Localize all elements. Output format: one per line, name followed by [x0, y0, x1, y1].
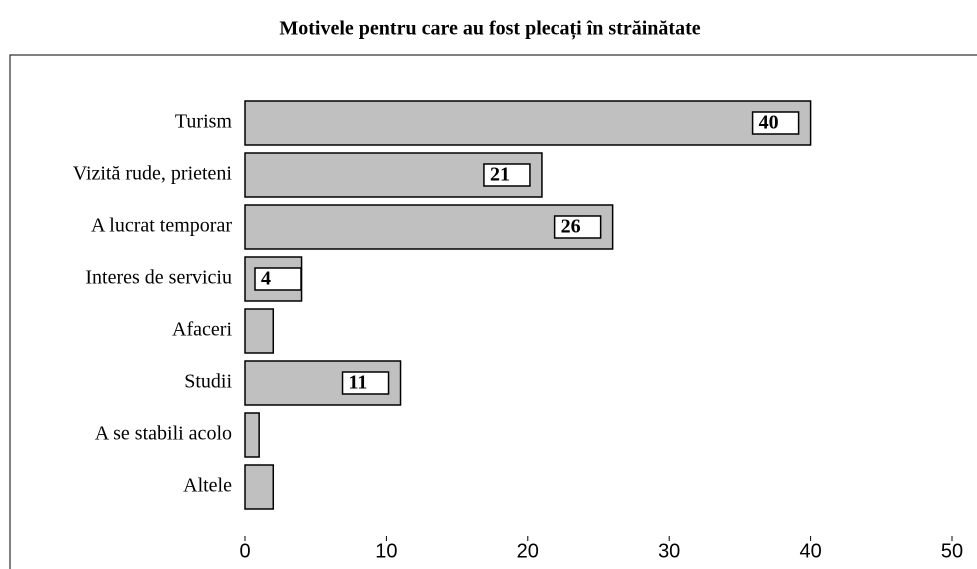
bar — [244, 100, 812, 146]
value-label: 26 — [561, 216, 581, 238]
value-label: 11 — [349, 372, 368, 394]
value-label: 40 — [759, 112, 779, 134]
y-tick-label: Interes de serviciu — [85, 267, 232, 289]
value-label-box — [254, 267, 302, 291]
x-tick-label: 50 — [941, 540, 963, 562]
bar — [244, 412, 260, 458]
chart-title: Motivele pentru care au fost plecați în … — [279, 18, 700, 41]
value-label-box — [341, 371, 390, 395]
bar — [244, 464, 275, 510]
y-tick-label: Altele — [183, 475, 232, 497]
y-tick-label: A lucrat temporar — [91, 215, 232, 237]
value-label-box — [751, 111, 800, 135]
value-label: 21 — [490, 164, 510, 186]
y-tick-label: Vizită rude, prieteni — [73, 163, 233, 185]
bar — [244, 360, 402, 406]
x-tick-label: 0 — [239, 540, 250, 562]
bar — [244, 204, 614, 250]
plot-frame — [9, 54, 977, 569]
value-label-box — [553, 215, 602, 239]
value-label: 4 — [261, 268, 271, 290]
x-tick-label: 20 — [517, 540, 539, 562]
y-tick-label: Studii — [184, 371, 232, 393]
y-tick-label: Afaceri — [172, 319, 232, 341]
value-label-box — [483, 163, 531, 187]
y-tick-label: Turism — [175, 111, 233, 133]
x-tick-label: 40 — [799, 540, 821, 562]
x-tick-label: 10 — [375, 540, 397, 562]
y-tick-label: A se stabili acolo — [95, 423, 232, 445]
bar — [244, 308, 275, 354]
x-tick-label: 30 — [658, 540, 680, 562]
